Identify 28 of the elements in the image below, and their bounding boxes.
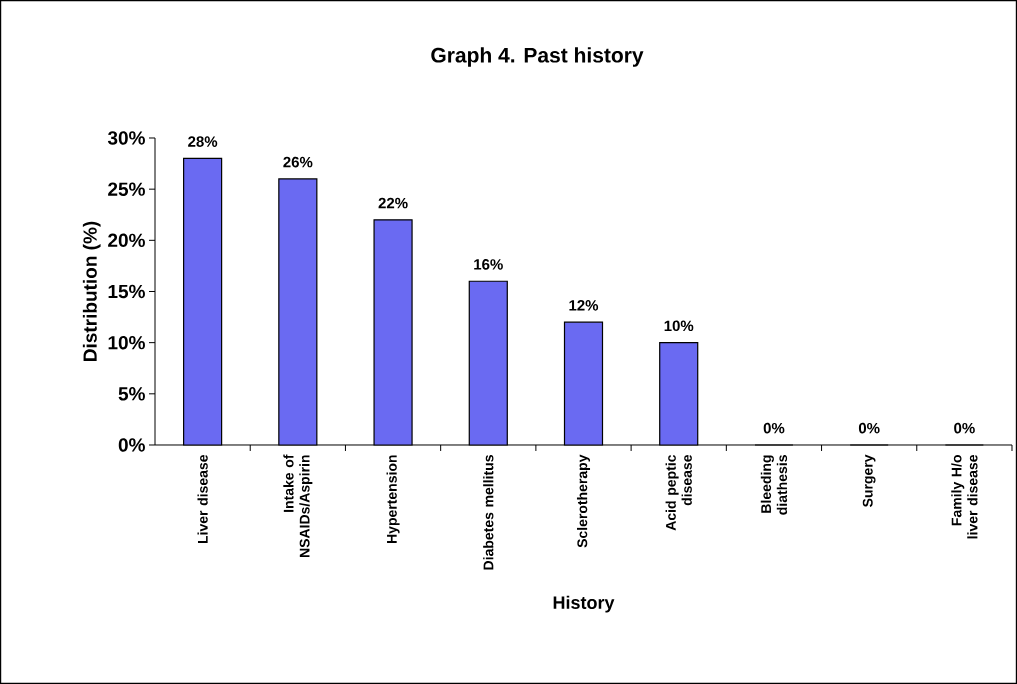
chart-title: Graph 4. Past history [431, 47, 644, 67]
data-label: 0% [858, 422, 880, 434]
x-axis-title: History [553, 595, 615, 613]
x-tick-label: Family H/o liver disease [951, 455, 978, 539]
y-tick-label: 10% [108, 335, 145, 350]
x-tick-label: Acid peptic disease [665, 454, 692, 531]
y-tick-label: 15% [108, 284, 145, 299]
x-tick-label: Hypertension [386, 455, 400, 544]
y-tick-label: 5% [118, 387, 145, 401]
x-tick-label: Bleeding diathesis [760, 455, 788, 515]
y-axis-title: Distribution (%) [82, 221, 101, 361]
data-label: 22% [378, 197, 408, 209]
data-label: 16% [474, 259, 503, 270]
x-tick-label: Sclerotherapy [576, 454, 591, 548]
y-tick-label: 0% [118, 438, 145, 452]
y-tick-label: 25% [108, 182, 145, 196]
y-tick-label: 20% [108, 233, 145, 248]
x-tick-label: Intake of NSAIDs/Aspirin [283, 454, 313, 558]
data-label: 0% [763, 422, 785, 434]
y-tick-label: 30% [107, 131, 145, 145]
data-label: 26% [283, 156, 313, 168]
data-label: 10% [664, 320, 694, 332]
data-label: 28% [188, 136, 218, 147]
x-tick-label: Liver disease [197, 455, 208, 544]
x-tick-label: Diabetes mellitus [483, 455, 494, 570]
data-label: 0% [954, 422, 975, 434]
data-label: 12% [569, 300, 599, 311]
x-tick-label: Surgery [862, 454, 876, 508]
